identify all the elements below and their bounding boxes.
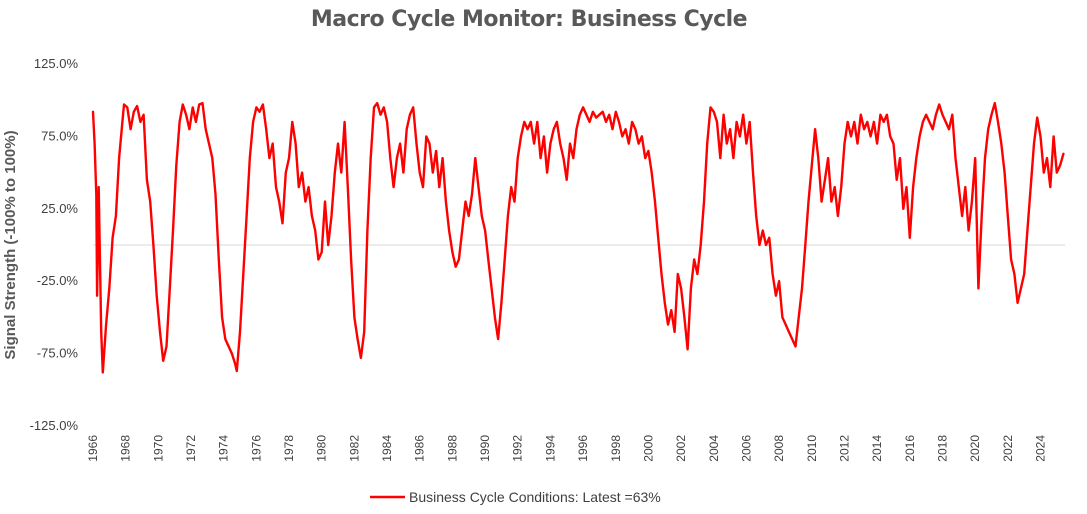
x-tick-label: 2010	[805, 435, 819, 462]
y-tick-label: 25.0%	[41, 201, 78, 216]
x-tick-label: 1996	[576, 435, 590, 462]
x-tick-label: 2008	[772, 435, 786, 462]
x-tick-label: 1992	[511, 435, 525, 462]
x-tick-label: 1974	[217, 435, 231, 462]
x-tick-label: 1984	[380, 435, 394, 462]
x-tick-label: 2024	[1033, 435, 1047, 462]
x-tick-label: 1978	[282, 435, 296, 462]
x-tick-label: 2016	[903, 435, 917, 462]
x-tick-label: 1976	[249, 435, 263, 462]
x-tick-label: 2000	[641, 435, 655, 462]
y-tick-label: -25.0%	[37, 273, 79, 288]
x-tick-label: 1986	[413, 435, 427, 462]
x-tick-label: 2020	[968, 435, 982, 462]
y-axis-label: Signal Strength (-100% to 100%)	[2, 130, 19, 359]
y-tick-label: -75.0%	[37, 346, 79, 361]
x-tick-label: 2014	[870, 435, 884, 462]
x-tick-label: 1968	[119, 435, 133, 462]
x-tick-label: 1970	[151, 435, 165, 462]
y-tick-label: 75.0%	[41, 128, 78, 143]
x-axis-ticks: 1966 1968 1970 1972 1974 1976 1978 1980 1982 1984…	[86, 435, 1047, 462]
legend-label: Business Cycle Conditions: Latest =63%	[409, 489, 661, 505]
legend: Business Cycle Conditions: Latest =63%	[370, 489, 661, 505]
y-tick-label: -125.0%	[30, 418, 79, 433]
x-tick-label: 1990	[478, 435, 492, 462]
x-tick-label: 1966	[86, 435, 100, 462]
x-tick-label: 1982	[347, 435, 361, 462]
x-tick-label: 1998	[609, 435, 623, 462]
series-line-business-cycle	[91, 101, 1065, 374]
x-tick-label: 2012	[837, 435, 851, 462]
x-tick-label: 2022	[1001, 435, 1015, 462]
x-tick-label: 2002	[674, 435, 688, 462]
chart-title: Macro Cycle Monitor: Business Cycle	[311, 7, 747, 32]
x-tick-label: 1988	[445, 435, 459, 462]
y-axis-ticks: 125.0% 75.0% 25.0% -25.0% -75.0% -125.0%	[30, 56, 79, 433]
x-tick-label: 1980	[315, 435, 329, 462]
x-tick-label: 1994	[543, 435, 557, 462]
x-tick-label: 2004	[707, 435, 721, 462]
x-tick-label: 2006	[739, 435, 753, 462]
x-tick-label: 2018	[935, 435, 949, 462]
y-tick-label: 125.0%	[34, 56, 79, 71]
x-tick-label: 1972	[184, 435, 198, 462]
